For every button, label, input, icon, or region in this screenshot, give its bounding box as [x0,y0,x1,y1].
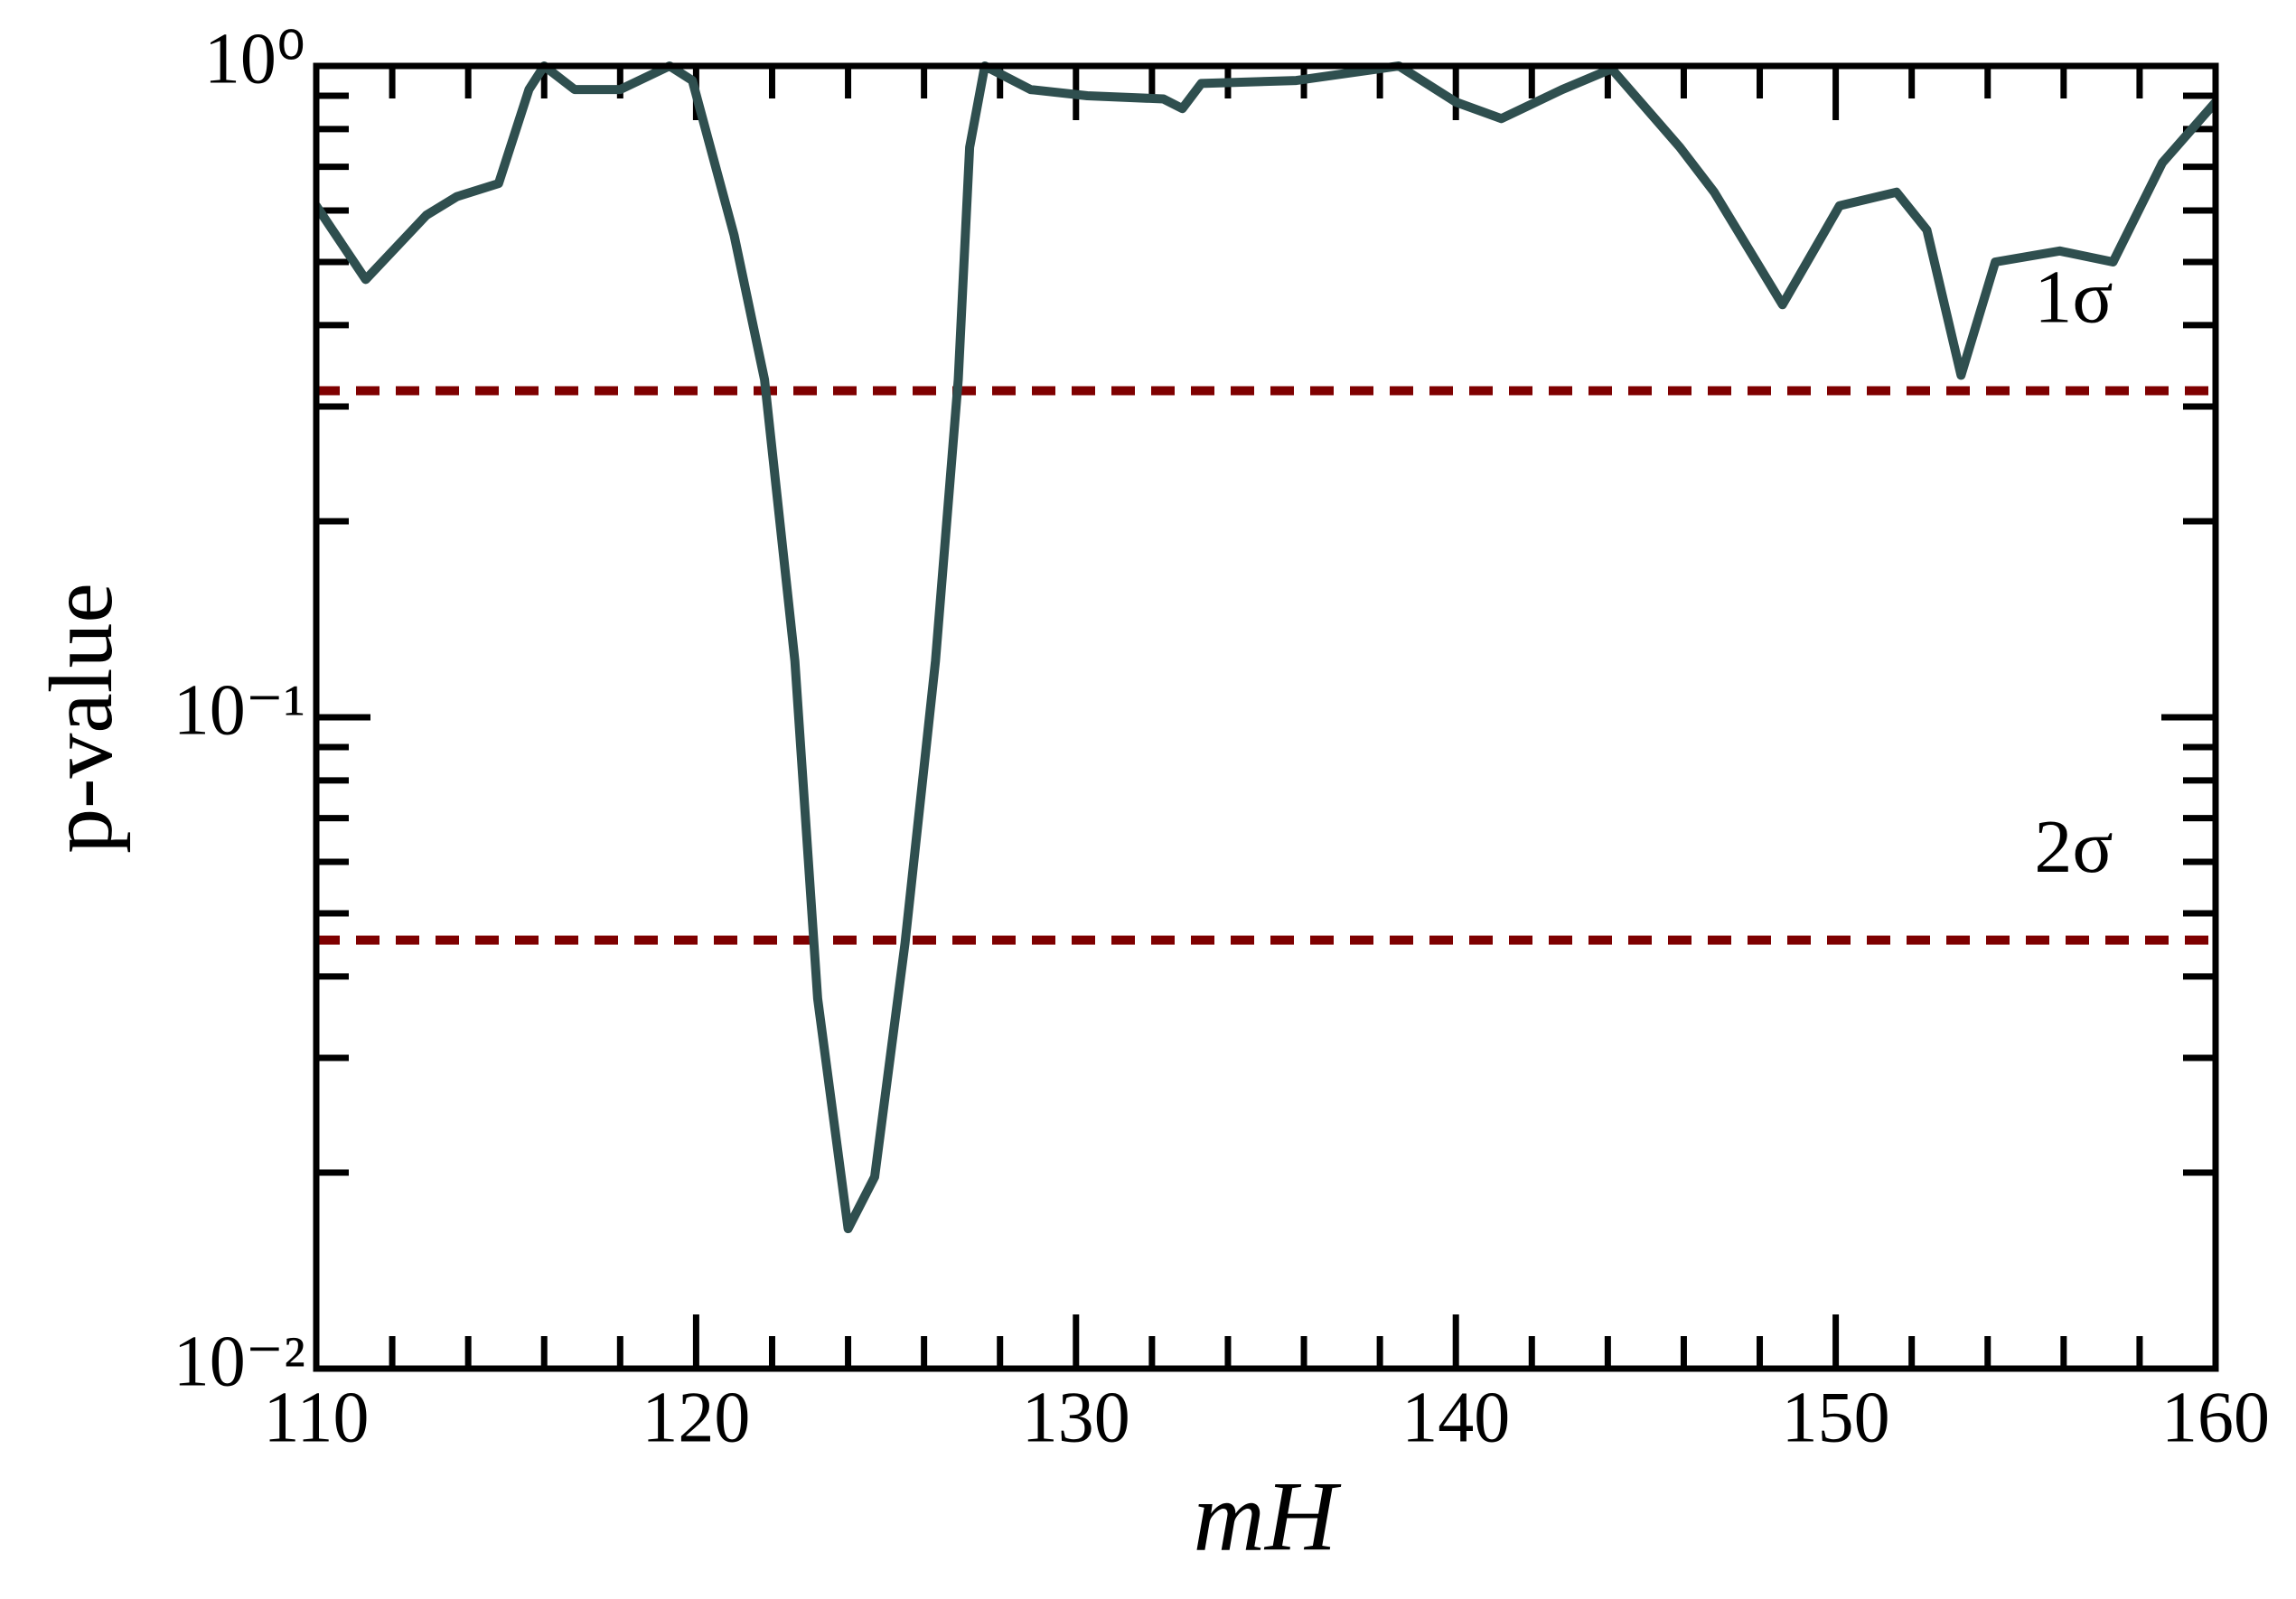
reference-label: 2σ [2034,805,2113,889]
y-axis-label: p-value [31,583,131,854]
reference-label: 1σ [2034,256,2113,340]
x-tick-label: 130 [1022,1378,1130,1457]
y-tick-label: 10⁻² [173,1322,305,1401]
y-tick-label: 10⁻¹ [173,670,305,750]
data-line [316,61,2216,1234]
x-axis-label: mH [1194,1461,1342,1571]
plot-frame [313,62,2219,1372]
x-tick-label: 140 [1401,1378,1510,1457]
x-tick-label: 150 [1782,1378,1890,1457]
x-tick-label: 160 [2161,1378,2270,1457]
x-tick-label: 110 [263,1378,369,1457]
x-tick-label: 120 [642,1378,750,1457]
y-tick-label: 10⁰ [204,19,305,98]
